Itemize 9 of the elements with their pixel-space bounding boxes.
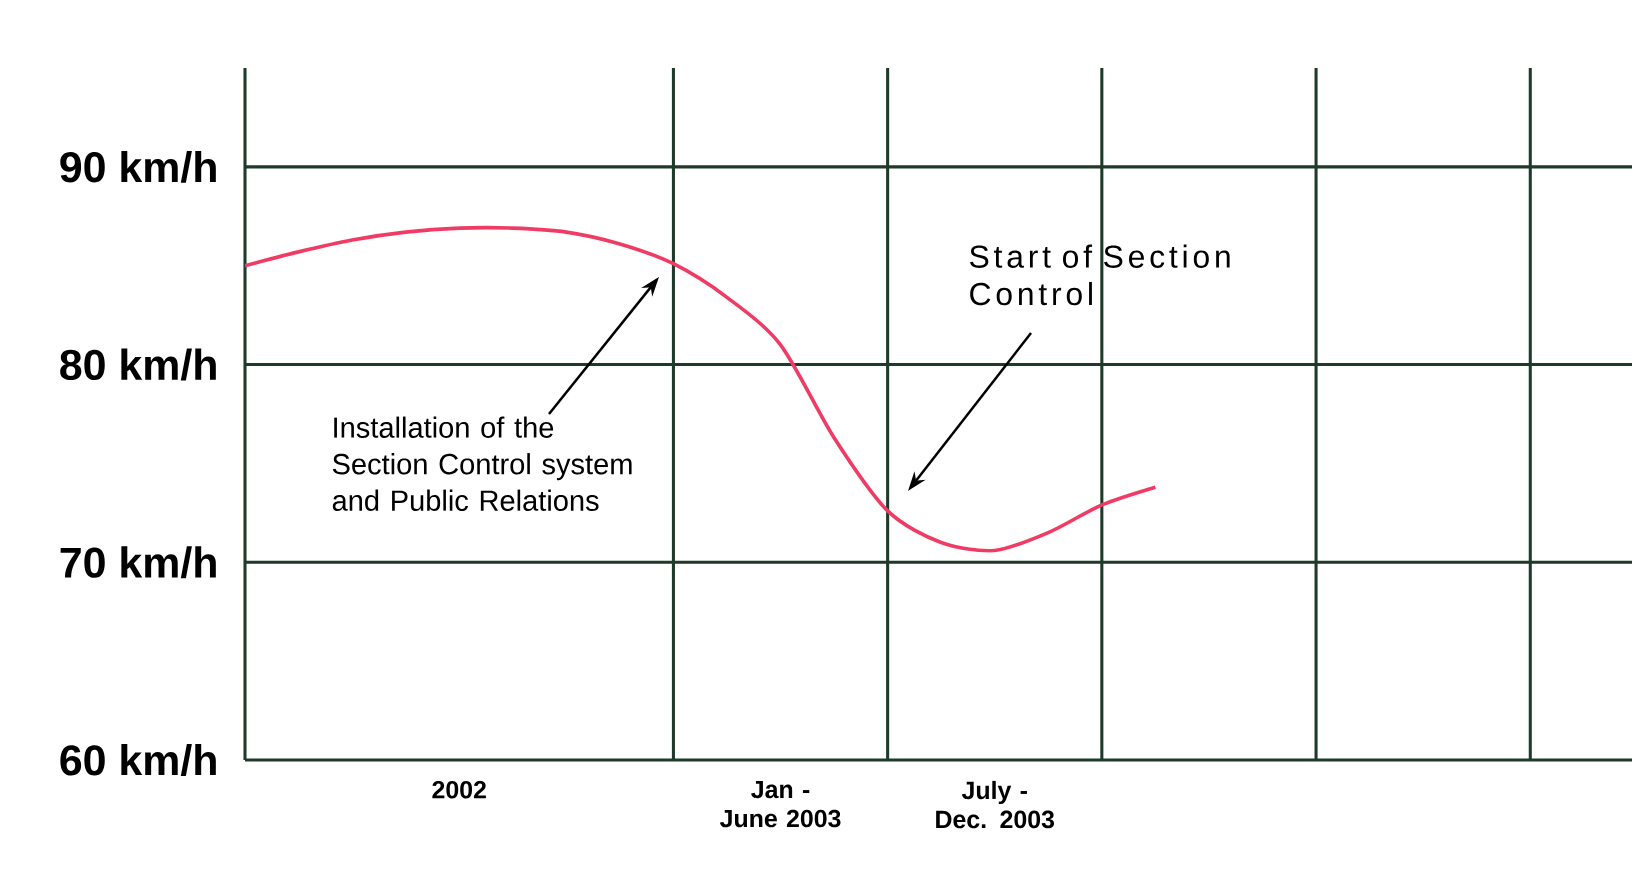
x-tick-label: 2002	[432, 780, 486, 799]
y-tick-label: 70 km/h	[60, 546, 216, 579]
x-tick-label: Jan - June 2003	[720, 780, 841, 828]
y-tick-label: 60 km/h	[60, 744, 216, 776]
x-tick-label: July - Dec. 2003	[936, 780, 1055, 829]
y-tick-label: 80 km/h	[60, 348, 216, 381]
annotation: Installation of the Section Control system and Public Relations	[332, 416, 632, 511]
y-tick-label: 90 km/h	[60, 150, 216, 183]
annotation: Start of Section Control	[970, 244, 1230, 306]
